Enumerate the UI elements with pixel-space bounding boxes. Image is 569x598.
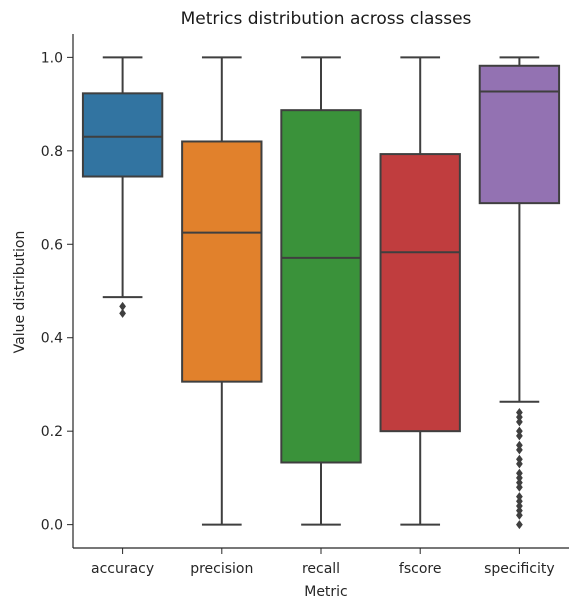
outlier-point: [516, 407, 523, 417]
box-group-fscore: [379, 56, 461, 526]
x-tick-label: accuracy: [91, 561, 154, 577]
outlier-point: [119, 308, 126, 318]
outlier-point: [516, 510, 523, 520]
box-accuracy: [81, 92, 164, 178]
y-axis-label: Value distribution: [12, 231, 28, 354]
chart-title: Metrics distribution across classes: [181, 9, 472, 29]
outlier-point: [516, 440, 523, 450]
y-tick-label: 0.8: [41, 144, 63, 160]
outlier-point: [516, 445, 523, 455]
outlier-point: [516, 417, 523, 427]
outlier-point: [516, 506, 523, 516]
outlier-point: [516, 468, 523, 478]
outlier-point: [516, 459, 523, 469]
outlier-point: [516, 496, 523, 506]
y-tick-label: 0.6: [41, 237, 63, 253]
y-tick-label: 1.0: [41, 50, 63, 66]
axes: 0.0 0.2 0.4 0.6 0.8 1.0 accuracy precision recal…: [41, 34, 569, 577]
outlier-point: [516, 482, 523, 492]
box-fscore: [379, 153, 461, 433]
box-recall: [280, 109, 362, 464]
outlier-point: [516, 501, 523, 511]
box-group-specificity: [478, 56, 561, 530]
box-specificity: [478, 64, 561, 205]
outlier-point: [516, 492, 523, 502]
x-tick-label: recall: [302, 561, 340, 577]
y-tick-label: 0.2: [41, 424, 63, 440]
box-group-precision: [181, 56, 263, 526]
box-group-accuracy: [81, 56, 164, 318]
outlier-point: [516, 473, 523, 483]
x-tick-label: specificity: [484, 561, 555, 577]
outlier-point: [516, 431, 523, 441]
x-tick-label: precision: [190, 561, 253, 577]
y-tick-label: 0.4: [41, 331, 63, 347]
x-axis-label: Metric: [304, 584, 348, 598]
x-tick-label: fscore: [399, 561, 442, 577]
y-tick-label: 0.0: [41, 518, 63, 534]
outlier-point: [516, 520, 523, 530]
box-group-recall: [280, 56, 362, 526]
box-precision: [181, 140, 263, 383]
outlier-point: [119, 301, 126, 311]
boxes: [81, 56, 561, 530]
outlier-point: [516, 454, 523, 464]
outlier-point: [516, 478, 523, 488]
outlier-point: [516, 412, 523, 422]
outlier-point: [516, 426, 523, 436]
